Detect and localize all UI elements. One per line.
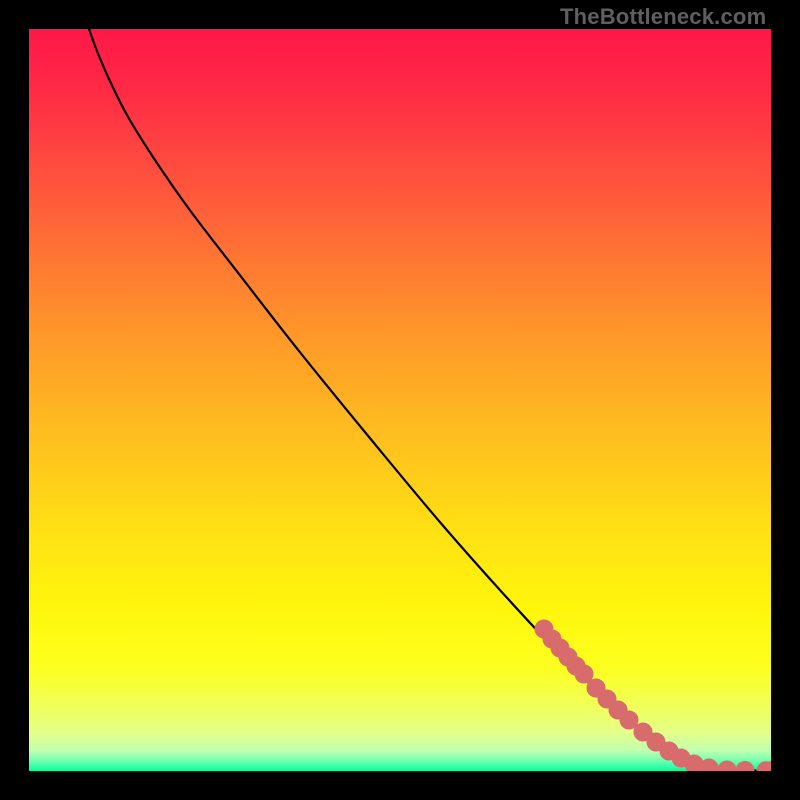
chart-overlay [29,29,771,771]
data-marker [575,665,593,683]
marker-group [535,620,771,771]
data-marker [736,762,754,772]
curve-line [89,29,771,771]
data-marker [718,761,736,771]
watermark-text: TheBottleneck.com [560,4,766,30]
plot-area [29,29,771,771]
data-marker [620,711,638,729]
